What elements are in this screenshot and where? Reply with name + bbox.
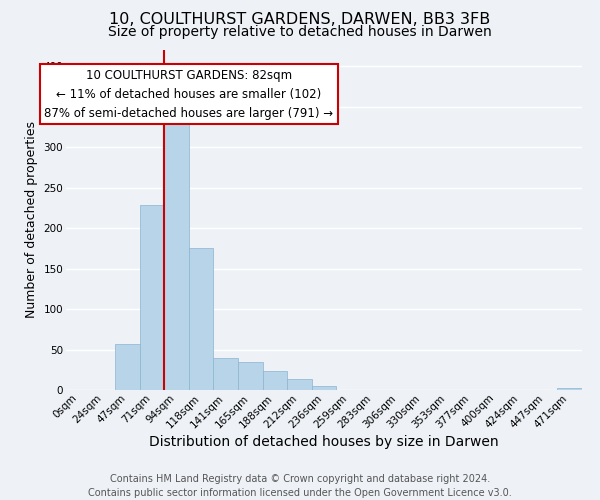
Text: Contains HM Land Registry data © Crown copyright and database right 2024.
Contai: Contains HM Land Registry data © Crown c… bbox=[88, 474, 512, 498]
Bar bbox=[238, 362, 263, 390]
Text: Size of property relative to detached houses in Darwen: Size of property relative to detached ho… bbox=[108, 25, 492, 39]
Y-axis label: Number of detached properties: Number of detached properties bbox=[25, 122, 38, 318]
Bar bbox=[287, 378, 312, 390]
Bar bbox=[214, 358, 238, 390]
Bar bbox=[164, 123, 189, 390]
Text: 10 COULTHURST GARDENS: 82sqm
← 11% of detached houses are smaller (102)
87% of s: 10 COULTHURST GARDENS: 82sqm ← 11% of de… bbox=[44, 68, 334, 120]
Bar bbox=[263, 372, 287, 390]
Bar bbox=[115, 344, 140, 390]
X-axis label: Distribution of detached houses by size in Darwen: Distribution of detached houses by size … bbox=[149, 435, 499, 449]
Bar bbox=[189, 248, 214, 390]
Text: 10, COULTHURST GARDENS, DARWEN, BB3 3FB: 10, COULTHURST GARDENS, DARWEN, BB3 3FB bbox=[109, 12, 491, 28]
Bar bbox=[312, 386, 336, 390]
Bar bbox=[140, 204, 164, 390]
Bar bbox=[557, 388, 582, 390]
